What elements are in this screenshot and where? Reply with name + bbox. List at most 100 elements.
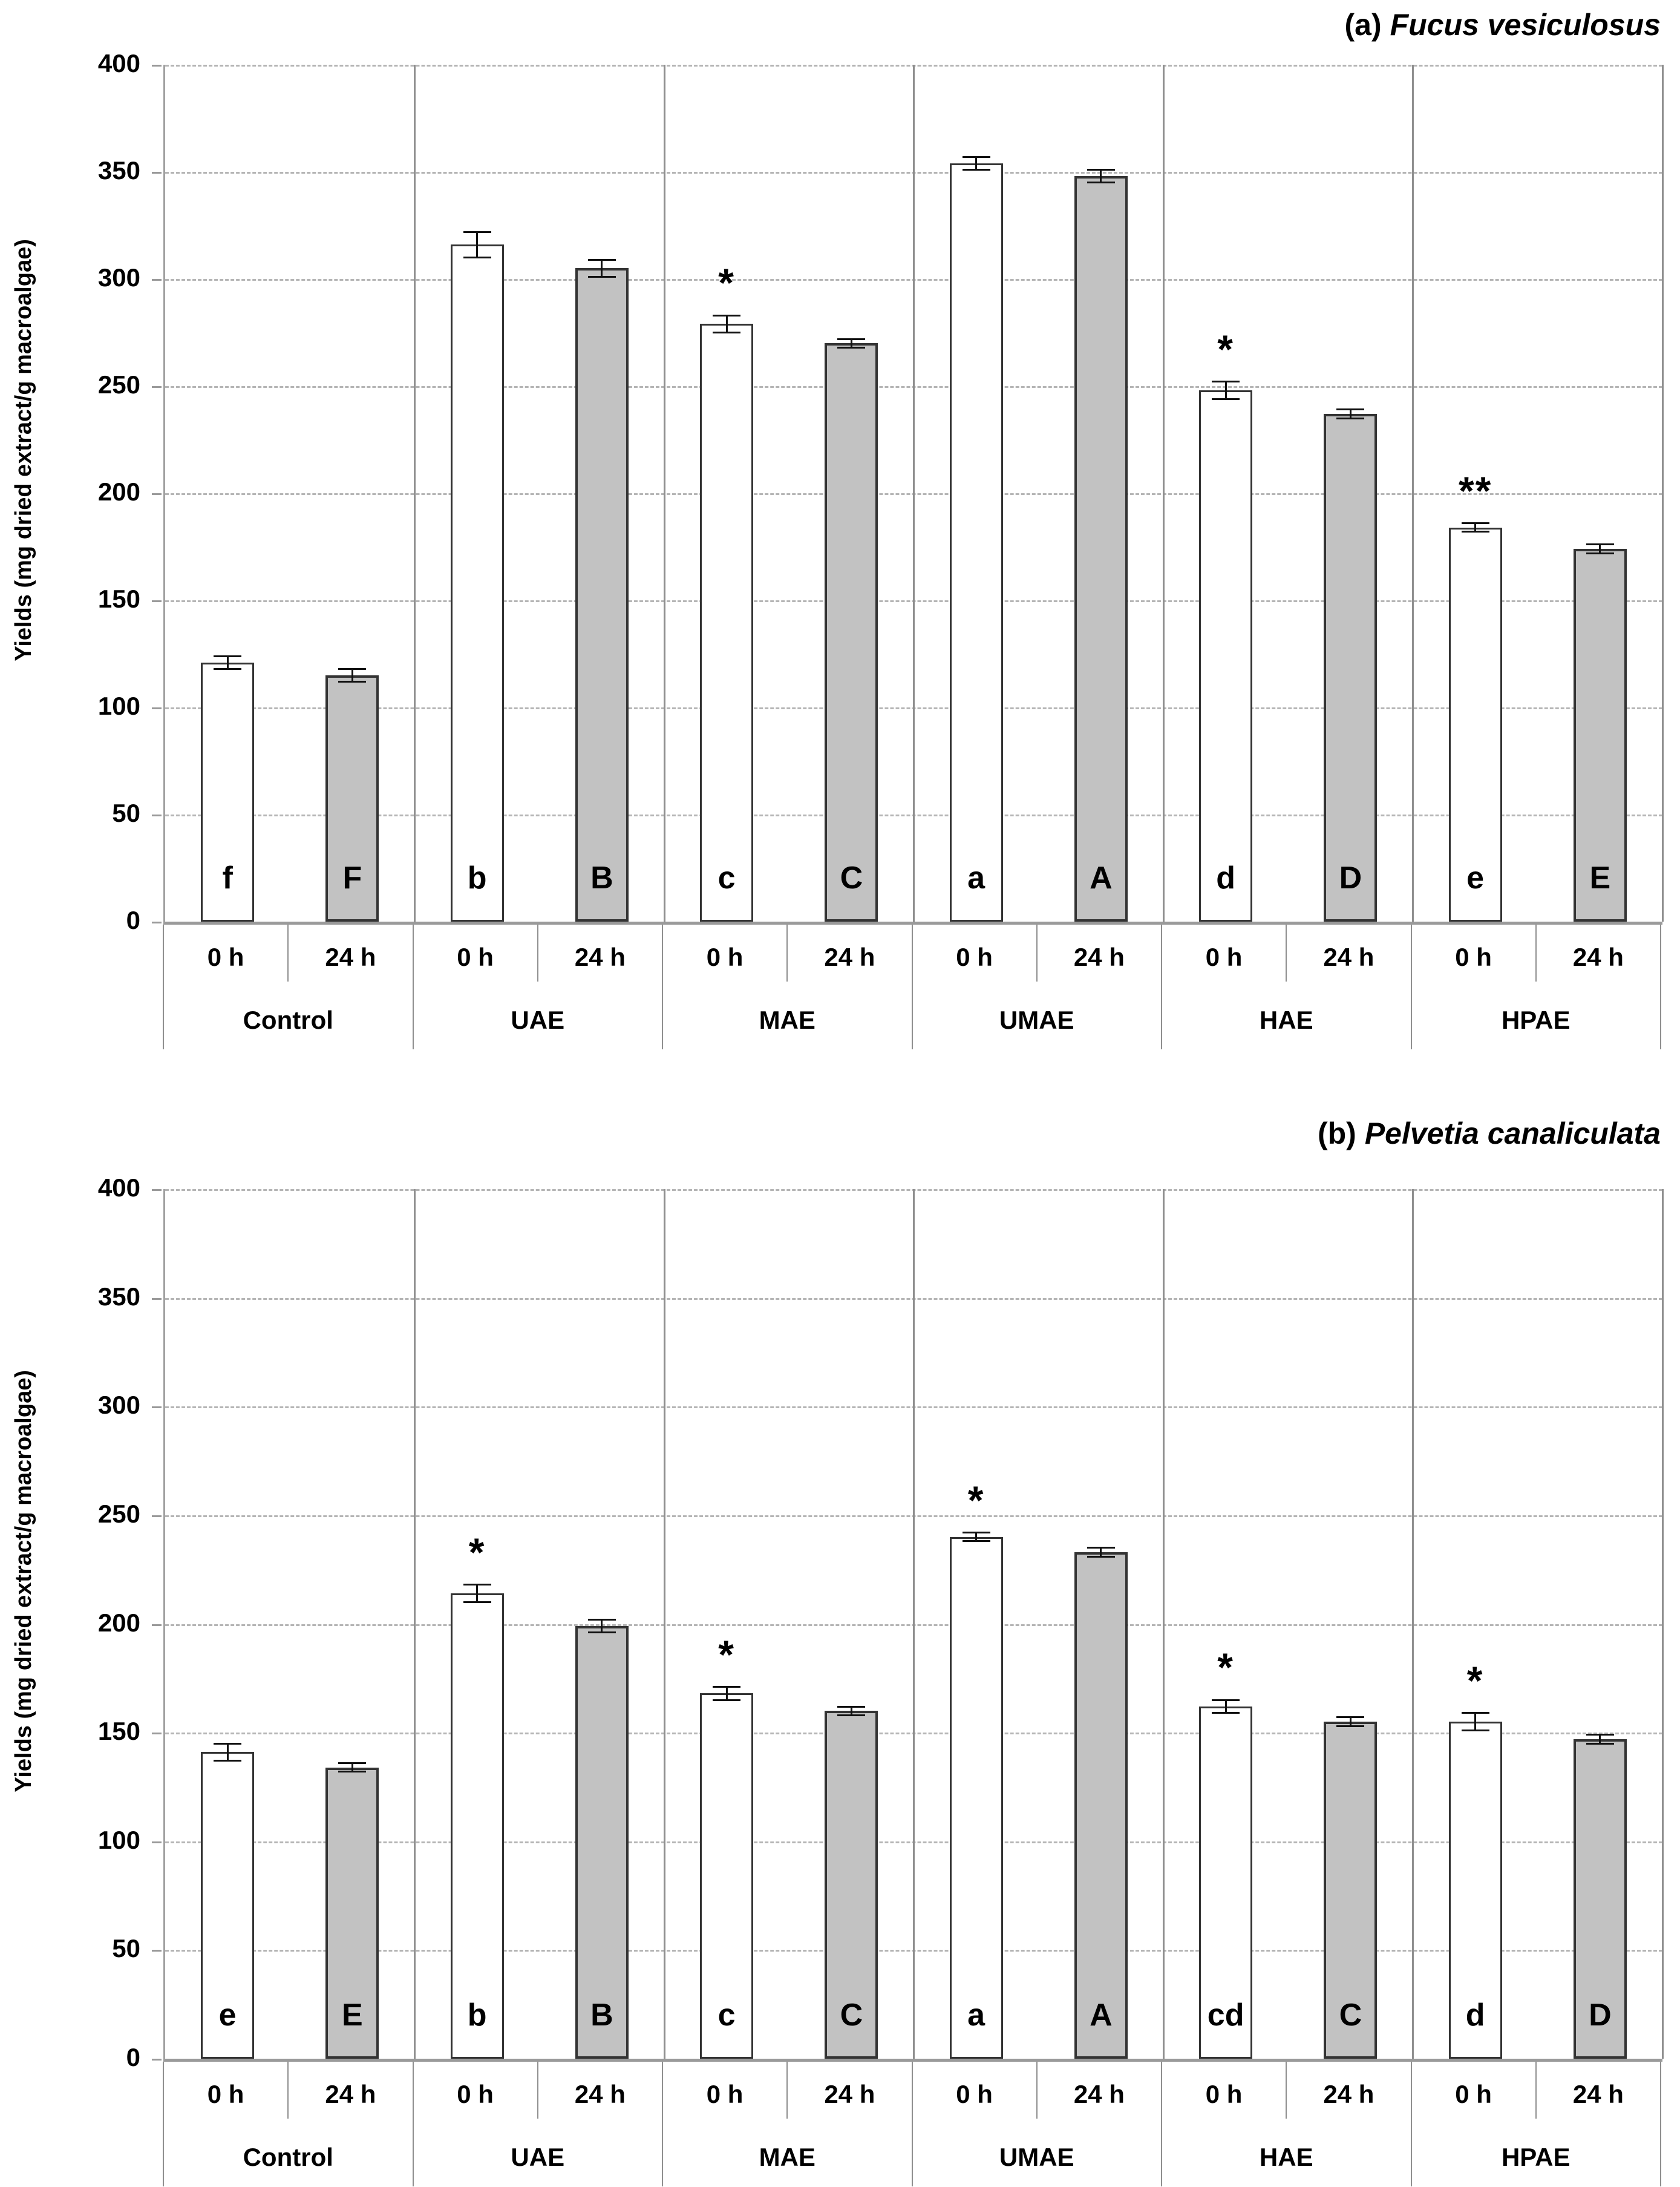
error-bar-cap-bottom — [1212, 1712, 1240, 1714]
y-tick-300 — [152, 1406, 162, 1409]
time-label-0h: 0 h — [457, 943, 494, 971]
ytick-label-200: 200 — [97, 1608, 140, 1637]
time-label-0h: 0 h — [1455, 943, 1492, 971]
ytick-label-250: 250 — [97, 1499, 140, 1528]
y-tick-350 — [152, 1297, 162, 1300]
time-label-24h: 24 h — [1073, 943, 1125, 971]
error-bar-line — [1599, 1734, 1601, 1744]
error-bar-cap-bottom — [587, 275, 616, 278]
time-label-0h: 0 h — [706, 2080, 744, 2108]
significance-star: * — [1217, 326, 1234, 372]
group-separator — [414, 65, 416, 922]
bar-UMAE-0h — [949, 163, 1003, 922]
bar-HPAE-0h — [1448, 1722, 1502, 2059]
panel-b-label: (b) — [1317, 1116, 1356, 1150]
bar-UAE-24h — [575, 268, 629, 922]
error-bar-line — [1224, 1700, 1227, 1713]
time-label-0h: 0 h — [1205, 2080, 1243, 2108]
error-bar-cap-bottom — [214, 1760, 242, 1762]
bar-HPAE-24h — [1573, 1739, 1627, 2059]
group-label-UAE: UAE — [511, 1006, 565, 1034]
group-divider — [163, 2062, 164, 2186]
panel-a-species: Fucus vesiculosus — [1390, 8, 1661, 42]
time-label-24h: 24 h — [1323, 943, 1374, 971]
time-label-24h: 24 h — [1323, 2080, 1374, 2108]
error-bar-cap-top — [837, 1705, 866, 1708]
ytick-label-400: 400 — [97, 49, 140, 77]
group-label-HPAE: HPAE — [1501, 1006, 1571, 1034]
error-bar-cap-top — [1586, 543, 1614, 546]
bar-letter: c — [717, 861, 736, 896]
error-bar-line — [476, 232, 479, 258]
error-bar-cap-top — [713, 1686, 741, 1688]
error-bar-cap-bottom — [1461, 531, 1489, 533]
group-divider — [911, 2062, 913, 2186]
error-bar-cap-top — [1212, 381, 1240, 383]
group-separator — [663, 1189, 665, 2059]
time-divider — [537, 925, 538, 982]
error-bar-cap-bottom — [962, 168, 990, 171]
error-bar-line — [226, 1743, 229, 1761]
error-bar-line — [1100, 169, 1102, 183]
y-tick-400 — [152, 1189, 162, 1191]
error-bar-cap-top — [1461, 522, 1489, 525]
bar-letter: b — [467, 861, 487, 896]
error-bar-cap-bottom — [1461, 1730, 1489, 1732]
group-divider — [163, 925, 164, 1049]
group-label-Control: Control — [243, 2143, 333, 2171]
error-bar-cap-top — [587, 1618, 616, 1621]
y-tick-100 — [152, 1841, 162, 1843]
group-separator — [1661, 1189, 1664, 2059]
error-bar-line — [975, 1532, 978, 1541]
bar-letter: D — [1339, 861, 1362, 896]
error-bar-cap-top — [1087, 168, 1115, 171]
error-bar-line — [725, 315, 728, 333]
time-label-0h: 0 h — [457, 2080, 494, 2108]
group-separator — [414, 1189, 416, 2059]
y-tick-200 — [152, 493, 162, 495]
time-divider — [1036, 2062, 1038, 2119]
error-bar-line — [1224, 381, 1227, 399]
ytick-label-50: 50 — [112, 799, 140, 827]
group-separator — [663, 65, 665, 922]
error-bar-cap-top — [587, 258, 616, 261]
error-bar-line — [226, 656, 229, 669]
time-label-24h: 24 h — [325, 2080, 376, 2108]
bar-letter: A — [1090, 861, 1113, 896]
group-divider — [412, 925, 414, 1049]
y-tick-0 — [152, 2059, 162, 2061]
group-label-UMAE: UMAE — [999, 1006, 1074, 1034]
time-divider — [287, 2062, 289, 2119]
error-bar-cap-top — [463, 1584, 491, 1586]
ytick-label-350: 350 — [97, 1282, 140, 1311]
bar-letter: B — [590, 1998, 613, 2033]
group-divider — [412, 2062, 414, 2186]
ytick-label-0: 0 — [126, 906, 140, 934]
error-bar-cap-bottom — [338, 681, 367, 683]
bar-MAE-0h — [700, 1693, 754, 2059]
error-bar-line — [351, 669, 353, 682]
error-bar-line — [1100, 1547, 1102, 1557]
group-separator — [913, 65, 915, 922]
time-divider — [786, 925, 788, 982]
bar-MAE-0h — [700, 324, 754, 922]
bar-UAE-24h — [575, 1626, 629, 2059]
bar-UMAE-24h — [1074, 176, 1128, 922]
group-label-MAE: MAE — [759, 1006, 815, 1034]
bar-letter: c — [717, 1998, 736, 2033]
error-bar-cap-bottom — [713, 1699, 741, 1701]
error-bar-cap-bottom — [1586, 1742, 1614, 1745]
y-tick-150 — [152, 1733, 162, 1735]
time-divider — [1286, 925, 1287, 982]
significance-star: * — [1466, 1657, 1484, 1703]
y-tick-50 — [152, 1950, 162, 1952]
error-bar-line — [850, 339, 852, 348]
time-label-0h: 0 h — [706, 943, 744, 971]
group-divider — [1161, 925, 1162, 1049]
bar-letter: C — [840, 861, 863, 896]
panel-b-title: (b) Pelvetia canaliculata — [1318, 1116, 1661, 1151]
ytick-label-350: 350 — [97, 156, 140, 185]
ytick-label-100: 100 — [97, 692, 140, 720]
error-bar-cap-top — [338, 1762, 367, 1764]
